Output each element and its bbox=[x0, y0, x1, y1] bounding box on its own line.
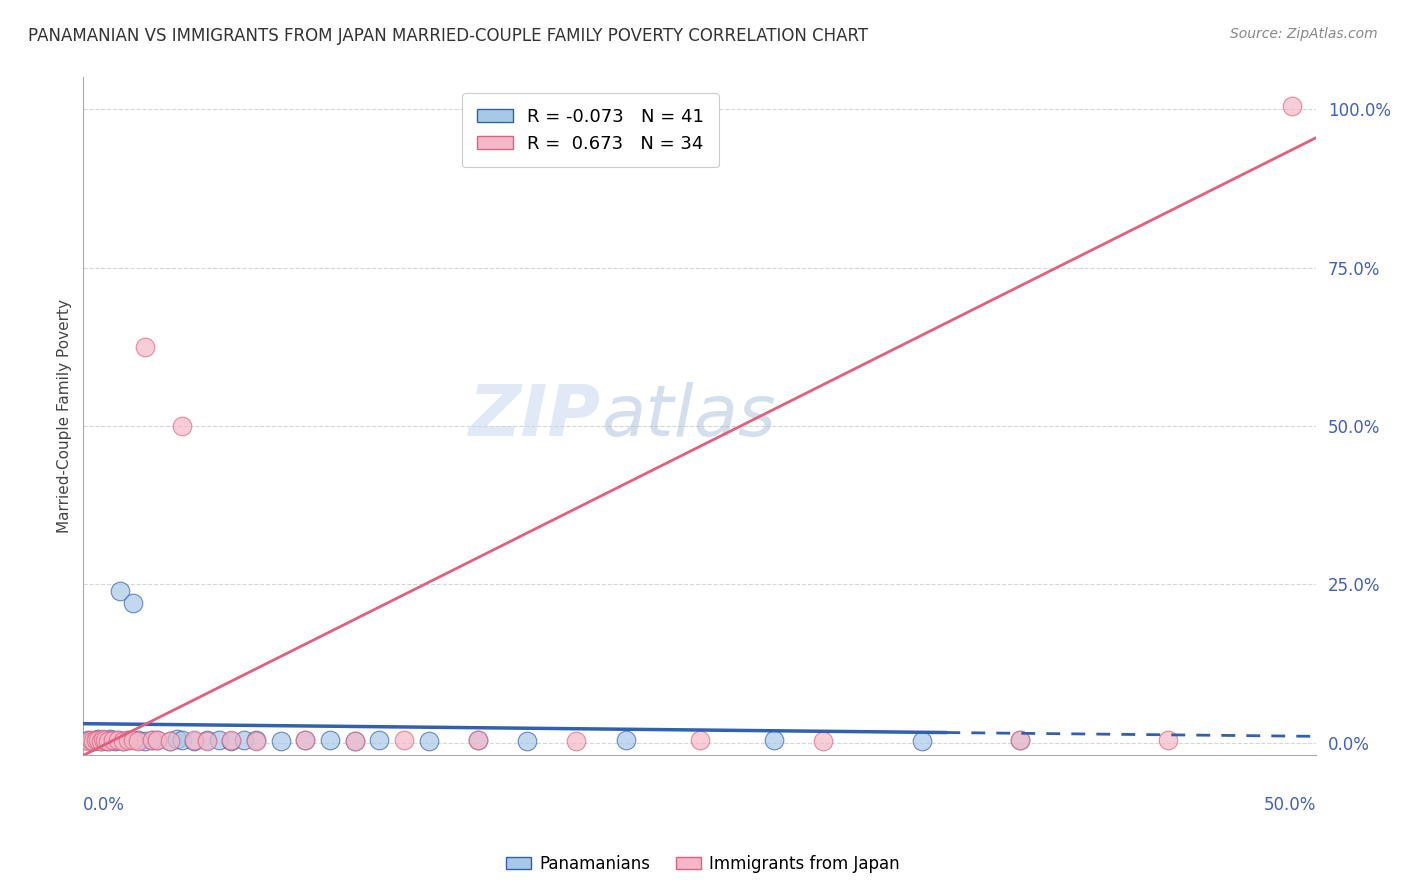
Point bbox=[208, 733, 231, 747]
Legend: R = -0.073   N = 41, R =  0.673   N = 34: R = -0.073 N = 41, R = 0.673 N = 34 bbox=[463, 94, 718, 167]
Point bbox=[343, 733, 366, 747]
Point bbox=[117, 733, 139, 747]
Point bbox=[762, 733, 785, 747]
Text: Source: ZipAtlas.com: Source: ZipAtlas.com bbox=[1230, 27, 1378, 41]
Point bbox=[270, 733, 292, 747]
Point bbox=[219, 733, 242, 747]
Point bbox=[159, 733, 181, 747]
Point bbox=[77, 732, 100, 747]
Point bbox=[245, 733, 267, 747]
Point bbox=[77, 733, 100, 747]
Point bbox=[111, 733, 134, 747]
Point bbox=[127, 733, 149, 747]
Point bbox=[94, 733, 117, 747]
Point bbox=[565, 733, 588, 747]
Point bbox=[294, 733, 316, 747]
Point bbox=[319, 733, 342, 747]
Point bbox=[87, 731, 110, 746]
Point bbox=[689, 733, 711, 747]
Y-axis label: Married-Couple Family Poverty: Married-Couple Family Poverty bbox=[58, 300, 72, 533]
Point bbox=[141, 733, 163, 747]
Point bbox=[97, 733, 120, 747]
Point bbox=[343, 733, 366, 747]
Point bbox=[90, 733, 112, 747]
Point bbox=[91, 732, 114, 747]
Point bbox=[107, 733, 129, 747]
Point bbox=[97, 733, 120, 747]
Point bbox=[107, 732, 129, 747]
Point bbox=[614, 732, 637, 747]
Point bbox=[121, 596, 143, 610]
Point bbox=[159, 733, 181, 747]
Text: PANAMANIAN VS IMMIGRANTS FROM JAPAN MARRIED-COUPLE FAMILY POVERTY CORRELATION CH: PANAMANIAN VS IMMIGRANTS FROM JAPAN MARR… bbox=[28, 27, 869, 45]
Point bbox=[516, 733, 538, 747]
Point bbox=[811, 733, 834, 747]
Point bbox=[170, 418, 193, 433]
Point bbox=[91, 731, 114, 746]
Point bbox=[84, 733, 107, 747]
Point bbox=[82, 733, 104, 747]
Point bbox=[134, 733, 156, 747]
Point bbox=[121, 733, 143, 747]
Point bbox=[219, 732, 242, 747]
Point bbox=[90, 733, 112, 747]
Point bbox=[141, 732, 163, 747]
Point bbox=[1010, 733, 1032, 747]
Point bbox=[100, 731, 122, 746]
Point bbox=[183, 733, 205, 747]
Point bbox=[232, 732, 254, 747]
Point bbox=[80, 733, 103, 747]
Point bbox=[82, 733, 104, 747]
Point bbox=[368, 732, 391, 747]
Point bbox=[146, 732, 169, 747]
Point bbox=[170, 733, 193, 747]
Point bbox=[166, 731, 188, 746]
Point bbox=[195, 733, 218, 747]
Point bbox=[146, 733, 169, 747]
Point bbox=[1157, 733, 1180, 747]
Text: 50.0%: 50.0% bbox=[1264, 796, 1316, 814]
Point bbox=[418, 733, 440, 747]
Point bbox=[101, 732, 124, 747]
Point bbox=[134, 340, 156, 354]
Point bbox=[117, 732, 139, 747]
Point bbox=[392, 732, 415, 747]
Point bbox=[111, 733, 134, 747]
Point bbox=[294, 732, 316, 747]
Point bbox=[110, 583, 132, 598]
Point bbox=[94, 733, 117, 747]
Point bbox=[1010, 732, 1032, 747]
Point bbox=[84, 732, 107, 747]
Point bbox=[183, 733, 205, 747]
Text: 0.0%: 0.0% bbox=[83, 796, 125, 814]
Point bbox=[195, 732, 218, 747]
Point bbox=[911, 733, 934, 747]
Legend: Panamanians, Immigrants from Japan: Panamanians, Immigrants from Japan bbox=[499, 848, 907, 880]
Text: atlas: atlas bbox=[602, 382, 776, 450]
Point bbox=[101, 733, 124, 747]
Point bbox=[245, 733, 267, 747]
Point bbox=[467, 733, 489, 747]
Point bbox=[104, 733, 127, 747]
Point bbox=[87, 733, 110, 747]
Point bbox=[467, 733, 489, 747]
Point bbox=[127, 732, 149, 747]
Point bbox=[1281, 99, 1303, 113]
Text: ZIP: ZIP bbox=[468, 382, 602, 450]
